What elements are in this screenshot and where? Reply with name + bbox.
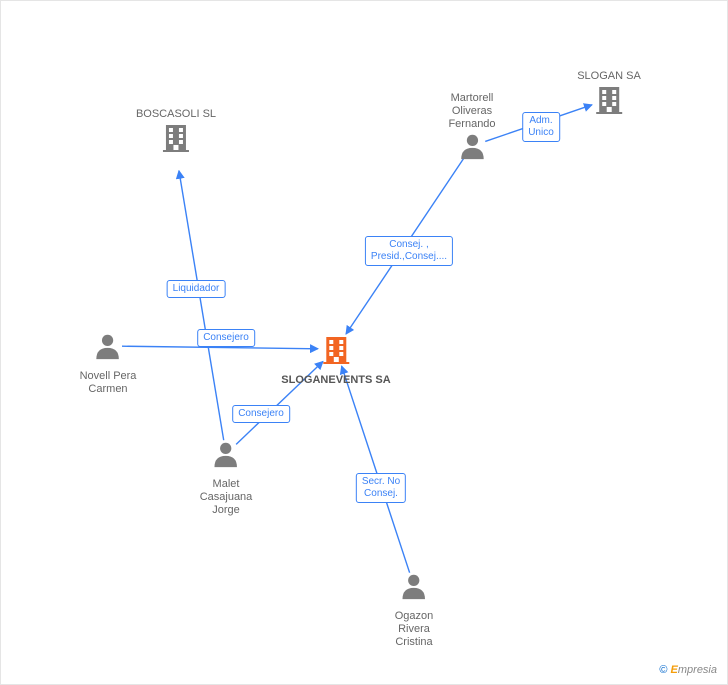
- company-node[interactable]: BOSCASOLI SL: [136, 104, 216, 158]
- edge-label: Consejero: [232, 405, 290, 423]
- edge-label: Adm. Unico: [522, 112, 560, 142]
- watermark: © Empresia: [659, 664, 717, 676]
- person-node[interactable]: Novell Pera Carmen: [80, 331, 137, 396]
- person-node[interactable]: Martorell Oliveras Fernando: [448, 88, 495, 166]
- watermark-brand: Empresia: [671, 664, 717, 676]
- person-icon: [200, 439, 253, 474]
- company-node[interactable]: SLOGANEVENTS SA: [281, 333, 390, 387]
- edge-line: [179, 171, 224, 440]
- person-node[interactable]: Malet Casajuana Jorge: [200, 439, 253, 517]
- node-label: Ogazon Rivera Cristina: [395, 610, 434, 649]
- person-icon: [448, 131, 495, 166]
- edge-line: [342, 366, 410, 573]
- building-icon: [281, 333, 390, 370]
- edge-label: Liquidador: [167, 280, 226, 298]
- copyright-symbol: ©: [659, 664, 667, 676]
- edge-label: Secr. No Consej.: [356, 473, 406, 503]
- node-label: Malet Casajuana Jorge: [200, 478, 253, 517]
- building-icon: [136, 121, 216, 158]
- node-label: Martorell Oliveras Fernando: [448, 92, 495, 131]
- node-label: SLOGAN SA: [577, 70, 641, 83]
- person-icon: [395, 571, 434, 606]
- edge-label: Consejero: [197, 329, 255, 347]
- company-node[interactable]: SLOGAN SA: [577, 66, 641, 120]
- node-label: Novell Pera Carmen: [80, 370, 137, 396]
- person-icon: [80, 331, 137, 366]
- node-label: SLOGANEVENTS SA: [281, 374, 390, 387]
- edge-label: Consej. , Presid.,Consej....: [365, 236, 453, 266]
- person-node[interactable]: Ogazon Rivera Cristina: [395, 571, 434, 649]
- building-icon: [577, 83, 641, 120]
- node-label: BOSCASOLI SL: [136, 108, 216, 121]
- network-diagram: BOSCASOLI SL SLOGAN SA SLOGANEVENTS SA Ma…: [0, 0, 728, 685]
